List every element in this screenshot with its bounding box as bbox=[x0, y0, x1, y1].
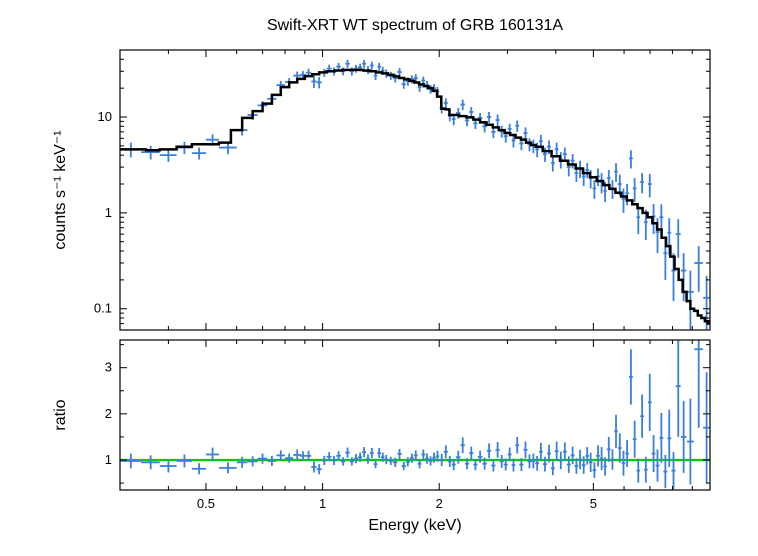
svg-text:1: 1 bbox=[105, 452, 112, 467]
chart-container: 0.5 1 2 5 0.1 1 10 1 2 3 Swift-XRT WT spectrum of … bbox=[0, 0, 758, 556]
svg-text:10: 10 bbox=[98, 109, 112, 124]
svg-text:1: 1 bbox=[105, 205, 112, 220]
svg-text:5: 5 bbox=[590, 496, 597, 511]
svg-text:3: 3 bbox=[105, 360, 112, 375]
svg-text:2: 2 bbox=[436, 496, 443, 511]
x-axis-label: Energy (keV) bbox=[368, 517, 461, 534]
spectrum-chart: 0.5 1 2 5 0.1 1 10 1 2 3 Swift-XRT WT spectrum of … bbox=[0, 0, 758, 556]
svg-text:1: 1 bbox=[319, 496, 326, 511]
svg-text:0.5: 0.5 bbox=[197, 496, 215, 511]
y-axis-label-bottom: ratio bbox=[52, 399, 69, 430]
svg-text:0.1: 0.1 bbox=[94, 301, 112, 316]
y-axis-label-top: counts s⁻¹ keV⁻¹ bbox=[52, 130, 69, 249]
chart-title: Swift-XRT WT spectrum of GRB 160131A bbox=[267, 17, 563, 34]
svg-text:2: 2 bbox=[105, 406, 112, 421]
